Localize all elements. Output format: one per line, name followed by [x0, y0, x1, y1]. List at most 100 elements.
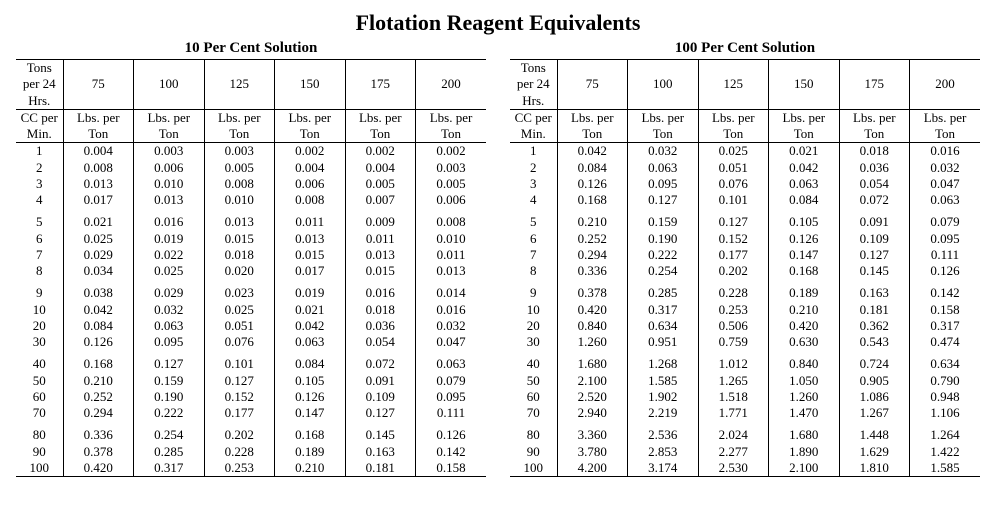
cell-value: 0.063 — [134, 318, 205, 334]
cell-value: 0.019 — [275, 279, 346, 301]
row-label: 5 — [16, 208, 63, 230]
cell-value: 0.253 — [698, 302, 769, 318]
row-label: 4 — [16, 192, 63, 208]
cell-value: 0.091 — [345, 373, 416, 389]
cell-value: 0.095 — [134, 334, 205, 350]
table-row: 80.0340.0250.0200.0170.0150.013 — [16, 263, 486, 279]
cell-value: 0.029 — [134, 279, 205, 301]
col-header-lbs-per-ton: Lbs. per Ton — [698, 109, 769, 143]
cell-value: 0.011 — [345, 231, 416, 247]
cell-value: 0.054 — [839, 176, 910, 192]
cell-value: 1.890 — [769, 444, 840, 460]
tables-container: 10 Per Cent Solution Tons per 24 Hrs.751… — [16, 40, 980, 477]
cell-value: 0.181 — [345, 460, 416, 477]
cell-value: 0.002 — [345, 143, 416, 160]
table-row: 60.2520.1900.1520.1260.1090.095 — [510, 231, 980, 247]
table-block-10pct: 10 Per Cent Solution Tons per 24 Hrs.751… — [16, 40, 486, 477]
cell-value: 1.086 — [839, 389, 910, 405]
table-row: 803.3602.5362.0241.6801.4481.264 — [510, 421, 980, 443]
cell-value: 0.177 — [204, 405, 275, 421]
cell-value: 0.254 — [134, 421, 205, 443]
table-row: 1004.2003.1742.5302.1001.8101.585 — [510, 460, 980, 477]
cell-value: 1.810 — [839, 460, 910, 477]
cell-value: 0.634 — [910, 350, 981, 372]
cell-value: 0.025 — [63, 231, 134, 247]
cell-value: 0.013 — [275, 231, 346, 247]
cell-value: 0.336 — [557, 263, 628, 279]
col-header-tons-value: 100 — [134, 60, 205, 110]
subtitle-10pct: 10 Per Cent Solution — [16, 40, 486, 57]
col-header-tons: Tons per 24 Hrs. — [16, 60, 63, 110]
cell-value: 0.004 — [63, 143, 134, 160]
cell-value: 1.268 — [628, 350, 699, 372]
cell-value: 0.158 — [910, 302, 981, 318]
cell-value: 0.017 — [63, 192, 134, 208]
row-label: 40 — [16, 350, 63, 372]
row-label: 30 — [16, 334, 63, 350]
cell-value: 0.042 — [275, 318, 346, 334]
cell-value: 0.020 — [204, 263, 275, 279]
cell-value: 0.634 — [628, 318, 699, 334]
cell-value: 0.317 — [910, 318, 981, 334]
row-label: 40 — [510, 350, 557, 372]
row-label: 2 — [510, 160, 557, 176]
cell-value: 1.012 — [698, 350, 769, 372]
col-header-tons-value: 125 — [204, 60, 275, 110]
col-header-tons-value: 175 — [839, 60, 910, 110]
cell-value: 0.285 — [134, 444, 205, 460]
cell-value: 0.076 — [698, 176, 769, 192]
cell-value: 0.010 — [134, 176, 205, 192]
cell-value: 2.277 — [698, 444, 769, 460]
row-label: 9 — [16, 279, 63, 301]
table-row: 20.0080.0060.0050.0040.0040.003 — [16, 160, 486, 176]
row-label: 100 — [16, 460, 63, 477]
cell-value: 0.084 — [275, 350, 346, 372]
row-label: 60 — [510, 389, 557, 405]
cell-value: 0.036 — [345, 318, 416, 334]
table-row: 500.2100.1590.1270.1050.0910.079 — [16, 373, 486, 389]
cell-value: 0.210 — [63, 373, 134, 389]
cell-value: 0.019 — [134, 231, 205, 247]
cell-value: 0.084 — [769, 192, 840, 208]
table-row: 600.2520.1900.1520.1260.1090.095 — [16, 389, 486, 405]
cell-value: 0.014 — [416, 279, 487, 301]
col-header-ccmin: CC per Min. — [16, 109, 63, 143]
col-header-tons-value: 200 — [910, 60, 981, 110]
row-label: 10 — [510, 302, 557, 318]
cell-value: 2.940 — [557, 405, 628, 421]
cell-value: 0.079 — [910, 208, 981, 230]
cell-value: 0.016 — [134, 208, 205, 230]
row-label: 10 — [16, 302, 63, 318]
cell-value: 0.034 — [63, 263, 134, 279]
cell-value: 0.004 — [345, 160, 416, 176]
cell-value: 0.181 — [839, 302, 910, 318]
cell-value: 4.200 — [557, 460, 628, 477]
cell-value: 0.210 — [769, 302, 840, 318]
cell-value: 0.210 — [557, 208, 628, 230]
col-header-lbs-per-ton: Lbs. per Ton — [769, 109, 840, 143]
cell-value: 2.100 — [769, 460, 840, 477]
cell-value: 0.015 — [275, 247, 346, 263]
col-header-lbs-per-ton: Lbs. per Ton — [204, 109, 275, 143]
cell-value: 0.032 — [416, 318, 487, 334]
table-row: 60.0250.0190.0150.0130.0110.010 — [16, 231, 486, 247]
cell-value: 0.018 — [204, 247, 275, 263]
cell-value: 0.840 — [557, 318, 628, 334]
table-row: 300.1260.0950.0760.0630.0540.047 — [16, 334, 486, 350]
cell-value: 0.047 — [910, 176, 981, 192]
cell-value: 0.189 — [769, 279, 840, 301]
cell-value: 0.063 — [275, 334, 346, 350]
cell-value: 0.008 — [63, 160, 134, 176]
cell-value: 0.015 — [345, 263, 416, 279]
cell-value: 0.126 — [63, 334, 134, 350]
cell-value: 0.126 — [275, 389, 346, 405]
cell-value: 0.126 — [416, 421, 487, 443]
table-block-100pct: 100 Per Cent Solution Tons per 24 Hrs.75… — [510, 40, 980, 477]
cell-value: 0.294 — [557, 247, 628, 263]
cell-value: 0.013 — [204, 208, 275, 230]
cell-value: 0.420 — [63, 460, 134, 477]
cell-value: 0.142 — [910, 279, 981, 301]
col-header-lbs-per-ton: Lbs. per Ton — [63, 109, 134, 143]
cell-value: 0.222 — [134, 405, 205, 421]
cell-value: 2.520 — [557, 389, 628, 405]
